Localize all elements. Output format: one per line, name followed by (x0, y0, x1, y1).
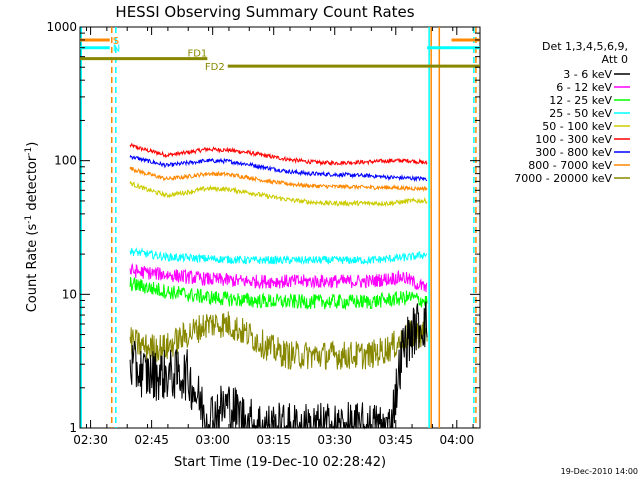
legend-header: Att 0 (602, 53, 628, 66)
legend-entry-label: 300 - 800 keV (535, 146, 612, 159)
series-line (129, 247, 428, 266)
series-lines (129, 142, 428, 430)
annotation-label: S (113, 36, 119, 47)
annotation-label: FD2 (205, 62, 225, 73)
annotation-label: N (113, 44, 120, 55)
y-axis-ticks: 1 10 100 1000 (46, 20, 480, 435)
series-line (129, 311, 428, 370)
vertical-markers (80, 27, 477, 428)
series-line (129, 166, 428, 192)
y-tick-label: 1 (69, 421, 77, 435)
y-label-part: ) (25, 142, 40, 147)
y-label-sup: -1 (24, 215, 34, 224)
y-label-sup: -1 (24, 147, 34, 156)
series-line (129, 142, 428, 167)
x-tick-label: 03:00 (195, 433, 230, 447)
legend-entry-label: 12 - 25 keV (549, 94, 612, 107)
legend-entry-label: 6 - 12 keV (556, 81, 612, 94)
chart-title: HESSI Observing Summary Count Rates (115, 3, 414, 21)
y-tick-label: 10 (62, 287, 77, 301)
x-tick-label: 04:00 (440, 433, 475, 447)
x-tick-label: 03:15 (256, 433, 291, 447)
x-tick-label: 02:30 (73, 433, 108, 447)
legend-entry-label: 25 - 50 keV (549, 107, 612, 120)
x-axis-ticks: 02:30 02:45 03:00 03:15 03:30 03:45 04:00 (73, 27, 474, 447)
attenuator-annotations: SN FD1 FD2 (80, 36, 480, 73)
legend-entry-label: 100 - 300 keV (535, 133, 612, 146)
legend-entry-label: 3 - 6 keV (563, 68, 612, 81)
y-axis-label: Count Rate (s-1 detector-1) (24, 142, 40, 313)
series-line (129, 181, 428, 208)
y-tick-label: 1000 (46, 20, 77, 34)
y-label-part: detector (25, 155, 40, 215)
x-tick-label: 03:30 (317, 433, 352, 447)
x-tick-label: 03:45 (378, 433, 413, 447)
legend-entry-label: 50 - 100 keV (542, 120, 612, 133)
series-line (129, 154, 428, 183)
y-label-part: Count Rate (s (25, 224, 40, 313)
series-line (129, 277, 428, 311)
legend-header: Det 1,3,4,5,6,9, (542, 40, 628, 53)
series-line (129, 301, 428, 430)
plot-area: SN FD1 FD2 1 10 100 1000 02:30 02:45 03:00 03:15… (46, 20, 481, 447)
annotation-label: FD1 (187, 49, 207, 60)
legend-entry-label: 7000 - 20000 keV (514, 172, 612, 185)
footer-date: 19-Dec-2010 14:00 (561, 467, 638, 476)
legend-entry-label: 800 - 7000 keV (528, 159, 612, 172)
x-tick-label: 02:45 (134, 433, 169, 447)
y-tick-label: 100 (54, 154, 77, 168)
x-axis-label: Start Time (19-Dec-10 02:28:42) (174, 455, 386, 470)
series-line (129, 262, 428, 293)
